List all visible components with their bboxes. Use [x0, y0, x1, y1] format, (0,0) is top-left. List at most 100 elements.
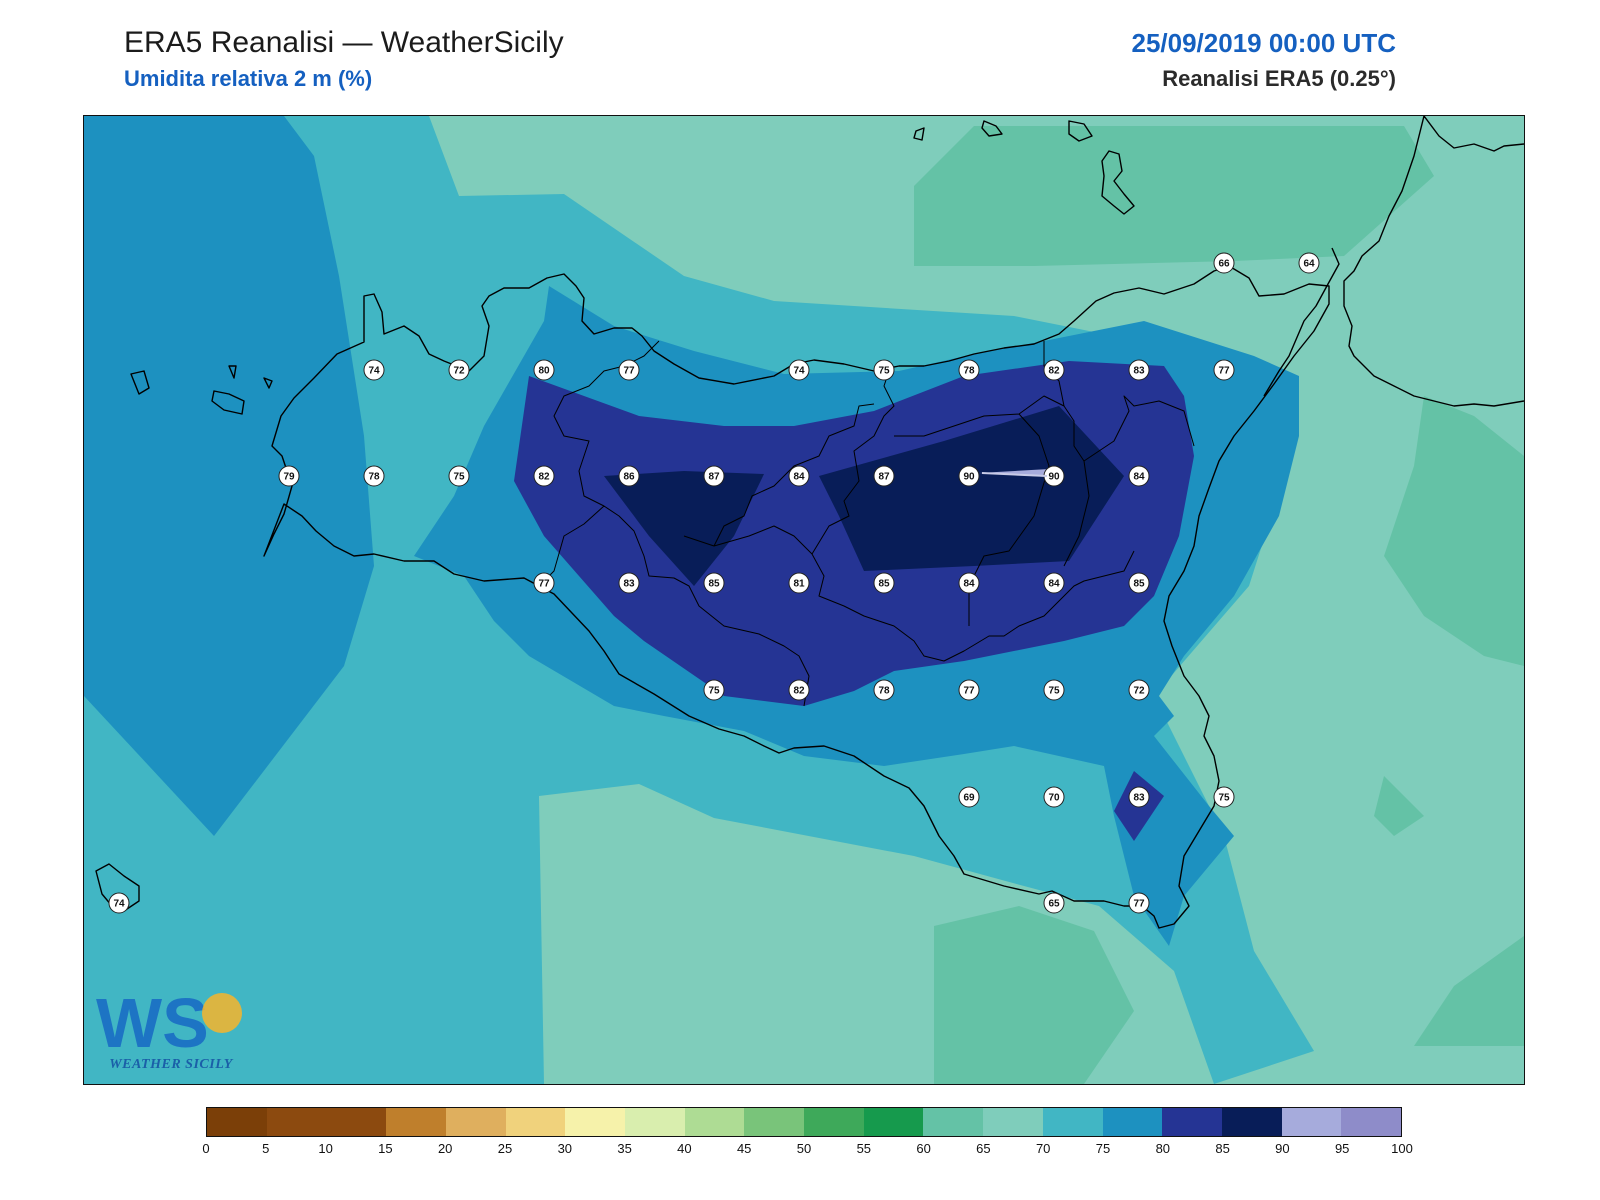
colorbar-swatch [863, 1108, 924, 1136]
station-dot [363, 465, 385, 487]
station-value: 82 [793, 686, 805, 697]
station-value: 87 [878, 472, 890, 483]
colorbar-tick-label: 35 [617, 1141, 632, 1156]
station-value: 79 [283, 472, 295, 483]
station-dot [533, 465, 555, 487]
colorbar-tick-label: 60 [916, 1141, 931, 1156]
station-value: 83 [1133, 366, 1145, 377]
logo-text: WEATHER SICILY [109, 1057, 233, 1072]
station-dot [1128, 892, 1150, 914]
station-marker: 86 [618, 465, 640, 487]
colorbar-swatch [1221, 1108, 1282, 1136]
station-dot [703, 679, 725, 701]
station-dot [1043, 572, 1065, 594]
station-value: 77 [623, 366, 635, 377]
colorbar-tick-label: 85 [1215, 1141, 1230, 1156]
station-marker: 77 [1128, 892, 1150, 914]
station-dot [873, 679, 895, 701]
sicily-coastline [263, 265, 1330, 929]
station-marker: 80 [533, 359, 555, 381]
station-dot [1128, 786, 1150, 808]
coastlines [95, 116, 1524, 929]
station-dot [1213, 359, 1235, 381]
station-marker: 90 [958, 465, 980, 487]
station-dot [958, 572, 980, 594]
colorbar-swatch [445, 1108, 506, 1136]
station-value: 69 [963, 793, 975, 804]
data-source: Reanalisi ERA5 (0.25°) [1162, 66, 1396, 91]
station-value: 72 [453, 366, 465, 377]
station-marker: 84 [958, 572, 980, 594]
colorbar-tick-label: 15 [378, 1141, 393, 1156]
station-marker: 78 [958, 359, 980, 381]
station-value: 83 [1133, 793, 1145, 804]
connector-line [981, 472, 1048, 477]
malta [1263, 247, 1340, 397]
station-value: 74 [368, 366, 380, 377]
station-dot [533, 359, 555, 381]
station-dot [1298, 252, 1320, 274]
colorbar-swatch [983, 1108, 1043, 1136]
station-value: 65 [1048, 899, 1060, 910]
station-value: 77 [1218, 366, 1230, 377]
colorbar-swatch [266, 1108, 327, 1136]
colorbar-swatch [684, 1108, 745, 1136]
station-marker: 65 [1043, 892, 1065, 914]
station-marker: 70 [1043, 786, 1065, 808]
station-value: 90 [963, 472, 975, 483]
station-dot [278, 465, 300, 487]
band-60-65-sw [934, 906, 1134, 1084]
humidity-map: 74 72 80 77 74 75 78 82 83 77 79 78 75 82 86 87 84 87 90 90… [84, 116, 1524, 1084]
colorbar-tick-label: 20 [437, 1141, 453, 1156]
station-marker: 84 [1128, 465, 1150, 487]
colorbar-swatch [505, 1108, 566, 1136]
colorbar-swatch [804, 1108, 864, 1136]
station-value: 85 [708, 579, 720, 590]
station-value: 64 [1303, 259, 1315, 270]
valid-datetime: 25/09/2019 00:00 UTC [1131, 28, 1396, 58]
station-value: 83 [623, 579, 635, 590]
weathersicily-logo: WS WEATHER SICILY [96, 984, 256, 1075]
station-marker: 83 [1128, 786, 1150, 808]
colorbar-ticks: 0 5 10 15 20 25 30 35 40 45 50 55 60 65 70 75 80 85 90 95 10… [202, 1141, 1412, 1161]
station-marker: 72 [1128, 679, 1150, 701]
station-marker: 77 [1213, 359, 1235, 381]
station-markers: 74 72 80 77 74 75 78 82 83 77 79 78 75 82 86 87 84 87 90 90… [108, 252, 1320, 914]
station-dot [873, 359, 895, 381]
station-value: 78 [878, 686, 890, 697]
station-dot [448, 465, 470, 487]
colorbar-swatch [624, 1108, 685, 1136]
station-value: 86 [623, 472, 635, 483]
station-marker: 87 [703, 465, 725, 487]
station-value: 84 [793, 472, 805, 483]
station-dot [363, 359, 385, 381]
station-marker: 82 [1043, 359, 1065, 381]
station-marker: 75 [448, 465, 470, 487]
station-marker: 69 [958, 786, 980, 808]
station-dot [618, 572, 640, 594]
station-dot [958, 465, 980, 487]
colorbar [206, 1107, 1402, 1137]
colorbar-tick-label: 95 [1334, 1141, 1350, 1156]
colorbar-swatch [1042, 1108, 1103, 1136]
station-value: 70 [1048, 793, 1060, 804]
colorbar-tick-label: 55 [856, 1141, 872, 1156]
map-title: ERA5 Reanalisi — WeatherSicily [124, 26, 564, 59]
station-marker: 77 [618, 359, 640, 381]
station-value: 75 [1218, 793, 1230, 804]
station-dot [108, 892, 130, 914]
station-dot [788, 572, 810, 594]
station-marker: 81 [788, 572, 810, 594]
colorbar-tick-label: 45 [736, 1141, 752, 1156]
colorbar-tick-label: 30 [557, 1141, 573, 1156]
station-marker: 87 [873, 465, 895, 487]
station-marker: 74 [363, 359, 385, 381]
station-marker: 85 [1128, 572, 1150, 594]
station-value: 75 [708, 686, 720, 697]
station-dot [1128, 465, 1150, 487]
station-value: 74 [793, 366, 805, 377]
station-marker: 83 [618, 572, 640, 594]
station-dot [958, 359, 980, 381]
band-60-65-east [1384, 396, 1524, 666]
colorbar-tick-label: 80 [1155, 1141, 1171, 1156]
